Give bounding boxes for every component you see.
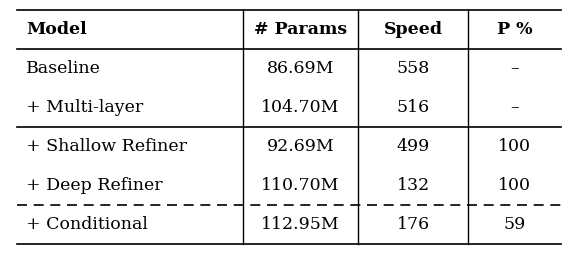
Text: 104.70M: 104.70M	[261, 99, 340, 116]
Text: + Deep Refiner: + Deep Refiner	[26, 177, 162, 194]
Text: 100: 100	[498, 177, 531, 194]
Text: # Params: # Params	[254, 21, 347, 38]
Text: P %: P %	[497, 21, 532, 38]
Text: 558: 558	[397, 60, 430, 77]
Text: 92.69M: 92.69M	[266, 138, 335, 155]
Text: 59: 59	[503, 216, 525, 233]
Text: –: –	[510, 99, 518, 116]
Text: + Multi-layer: + Multi-layer	[26, 99, 143, 116]
Text: 110.70M: 110.70M	[261, 177, 340, 194]
Text: + Conditional: + Conditional	[26, 216, 148, 233]
Text: Model: Model	[26, 21, 87, 38]
Text: Speed: Speed	[384, 21, 443, 38]
Text: + Shallow Refiner: + Shallow Refiner	[26, 138, 187, 155]
Text: 516: 516	[397, 99, 430, 116]
Text: 100: 100	[498, 138, 531, 155]
Text: 176: 176	[397, 216, 430, 233]
Text: 499: 499	[397, 138, 430, 155]
Text: –: –	[510, 60, 518, 77]
Text: Baseline: Baseline	[26, 60, 101, 77]
Text: 132: 132	[397, 177, 430, 194]
Text: 112.95M: 112.95M	[261, 216, 340, 233]
Text: 86.69M: 86.69M	[267, 60, 334, 77]
